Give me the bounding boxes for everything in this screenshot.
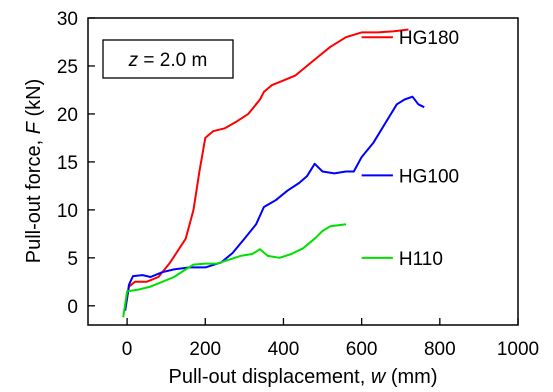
x-tick-label: 400	[268, 339, 300, 360]
x-axis-title: Pull-out displacement, w (mm)	[169, 366, 438, 388]
series-line-hg180	[124, 28, 409, 311]
x-tick-label: 0	[122, 339, 133, 360]
legend: HG180 HG100 H110	[361, 28, 459, 270]
x-axis: 0 200 400 600 800 1000	[122, 318, 539, 360]
x-tick-label: 1000	[497, 339, 539, 360]
y-tick-label: 10	[57, 201, 78, 222]
x-tick-label: 600	[346, 339, 378, 360]
y-tick-label: 0	[67, 297, 78, 318]
y-axis: 0 5 10 15 20 25 30	[57, 9, 95, 318]
legend-label-hg180: HG180	[399, 28, 459, 49]
plot-frame	[87, 17, 519, 326]
y-tick-label: 15	[57, 153, 78, 174]
plot-area	[122, 28, 425, 318]
x-tick-label: 800	[424, 339, 456, 360]
x-tick-label: 200	[189, 339, 221, 360]
annotation-box: z = 2.0 m	[102, 39, 234, 79]
y-tick-label: 30	[57, 9, 78, 30]
series-line-h110	[122, 223, 347, 318]
annotation-text: z = 2.0 m	[128, 50, 208, 71]
series-line-hg100	[124, 95, 425, 311]
y-tick-label: 20	[57, 105, 78, 126]
y-tick-label: 25	[57, 57, 78, 78]
legend-label-h110: H110	[399, 249, 443, 270]
y-tick-label: 5	[67, 249, 78, 270]
legend-label-hg100: HG100	[399, 166, 459, 187]
y-axis-title: Pull-out force, F (kN)	[23, 79, 45, 264]
